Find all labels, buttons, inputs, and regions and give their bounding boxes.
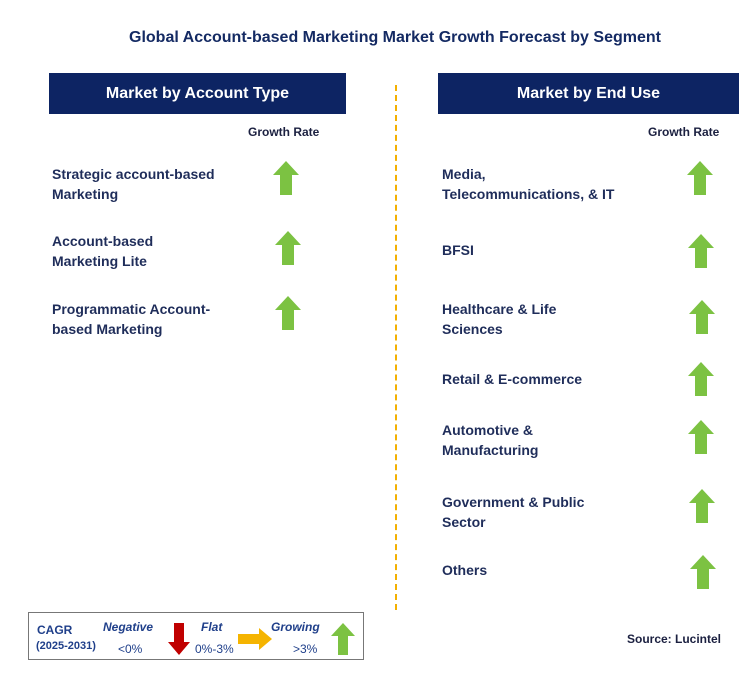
growing-arrow-icon <box>689 489 715 523</box>
panel-divider <box>395 85 397 610</box>
growing-arrow-icon <box>690 555 716 589</box>
legend-negative-range: <0% <box>118 642 143 656</box>
legend-growing-range: >3% <box>293 642 318 656</box>
legend-negative-label: Negative <box>103 620 154 634</box>
right-item-others: Others <box>442 562 488 578</box>
growing-arrow-icon <box>688 420 714 454</box>
growing-arrow-icon <box>687 161 713 195</box>
growing-arrow-icon <box>275 231 301 265</box>
legend-flat-label: Flat <box>201 620 223 634</box>
left-item-strategic: Strategic account-based Marketing <box>52 166 215 202</box>
growing-arrow-icon <box>275 296 301 330</box>
right-item-bfsi: BFSI <box>442 242 474 258</box>
source-note: Source: Lucintel <box>627 632 722 646</box>
right-item-retail: Retail & E-commerce <box>442 371 583 387</box>
growing-arrow-icon <box>688 234 714 268</box>
growing-arrow-icon <box>331 623 355 655</box>
cagr-legend: CAGR (2025-2031) Negative <0% Flat 0%-3%… <box>28 612 364 660</box>
end-use-header: Market by End Use <box>438 73 739 114</box>
right-item-healthcare: Healthcare & Life Sciences <box>442 301 557 337</box>
legend-period: (2025-2031) <box>36 640 96 652</box>
negative-arrow-icon <box>168 623 190 655</box>
growing-arrow-icon <box>273 161 299 195</box>
right-growth-rate-label: Growth Rate <box>648 125 720 139</box>
left-item-lite: Account-based Marketing Lite <box>52 233 154 269</box>
legend-flat-range: 0%-3% <box>195 642 234 656</box>
right-item-government: Government & Public Sector <box>442 494 585 530</box>
legend-growing-label: Growing <box>271 620 320 634</box>
left-growth-rate-label: Growth Rate <box>248 125 320 139</box>
flat-arrow-icon <box>238 628 272 650</box>
right-item-media: Media, Telecommunications, & IT <box>442 166 615 202</box>
left-item-programmatic: Programmatic Account- based Marketing <box>52 301 211 337</box>
page-title: Global Account-based Marketing Market Gr… <box>129 29 661 46</box>
right-item-automotive: Automotive & Manufacturing <box>442 422 539 458</box>
growing-arrow-icon <box>689 300 715 334</box>
growing-arrow-icon <box>688 362 714 396</box>
account-type-header: Market by Account Type <box>49 73 346 114</box>
legend-cagr-label: CAGR <box>37 623 73 637</box>
